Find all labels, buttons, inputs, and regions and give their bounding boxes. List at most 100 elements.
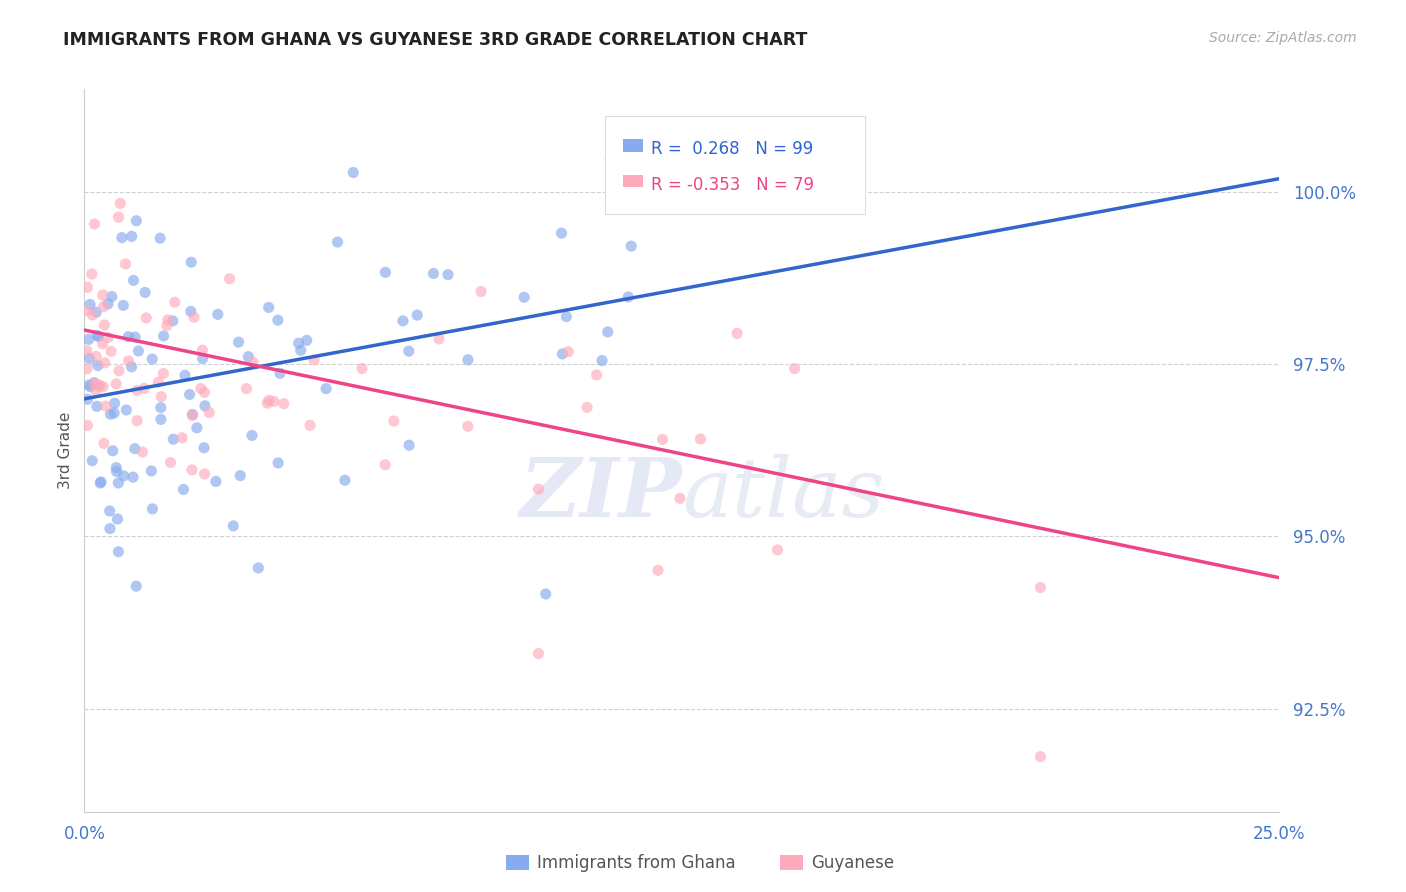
Point	[141, 464, 163, 478]
Point	[766, 542, 789, 557]
Point	[124, 442, 146, 456]
Point	[76, 418, 98, 433]
Point	[110, 196, 132, 211]
Point	[235, 382, 257, 396]
Point	[89, 378, 111, 392]
Point	[273, 397, 295, 411]
Point	[1029, 749, 1052, 764]
Text: R =  0.268   N = 99: R = 0.268 N = 99	[651, 140, 813, 158]
Point	[79, 379, 101, 393]
Point	[437, 268, 460, 282]
Point	[551, 347, 574, 361]
Point	[76, 343, 98, 358]
Point	[374, 265, 396, 279]
Point	[87, 359, 110, 373]
Point	[103, 396, 125, 410]
Text: Immigrants from Ghana: Immigrants from Ghana	[537, 854, 735, 871]
Point	[170, 431, 193, 445]
Point	[193, 441, 215, 455]
Point	[141, 351, 163, 366]
Point	[83, 217, 105, 231]
Point	[183, 310, 205, 325]
Point	[651, 433, 673, 447]
Point	[149, 401, 172, 415]
Point	[191, 343, 214, 358]
Point	[257, 301, 280, 315]
Point	[97, 297, 120, 311]
Point	[77, 332, 100, 346]
Point	[194, 399, 217, 413]
Point	[117, 329, 139, 343]
Point	[315, 382, 337, 396]
Point	[105, 376, 128, 391]
Point	[222, 519, 245, 533]
Point	[89, 476, 111, 491]
Point	[82, 308, 104, 322]
Point	[527, 482, 550, 496]
Point	[80, 267, 103, 281]
Point	[1029, 581, 1052, 595]
Point	[257, 393, 280, 408]
Point	[263, 394, 285, 409]
Point	[125, 414, 148, 428]
Point	[228, 335, 250, 350]
Point	[295, 334, 318, 348]
Point	[290, 343, 312, 358]
Point	[79, 351, 101, 366]
Point	[97, 330, 120, 344]
Point	[76, 303, 98, 318]
Text: atlas: atlas	[682, 454, 884, 533]
Point	[103, 406, 125, 420]
Point	[94, 356, 117, 370]
Text: Source: ZipAtlas.com: Source: ZipAtlas.com	[1209, 31, 1357, 45]
Point	[229, 468, 252, 483]
Point	[181, 463, 204, 477]
Point	[135, 310, 157, 325]
Point	[156, 318, 179, 333]
Point	[76, 361, 98, 376]
Point	[101, 443, 124, 458]
Point	[150, 390, 173, 404]
Point	[457, 352, 479, 367]
Point	[180, 304, 202, 318]
Point	[107, 211, 129, 225]
Point	[422, 267, 444, 281]
Point	[90, 475, 112, 489]
Point	[783, 361, 806, 376]
Point	[205, 475, 228, 489]
Point	[83, 376, 105, 391]
Point	[256, 396, 278, 410]
Point	[198, 406, 221, 420]
Point	[647, 563, 669, 577]
Point	[689, 432, 711, 446]
Point	[181, 408, 204, 422]
Point	[94, 399, 117, 413]
Point	[669, 491, 692, 506]
Point	[269, 367, 291, 381]
Point	[149, 231, 172, 245]
Point	[174, 368, 197, 383]
Point	[398, 344, 420, 359]
Point	[107, 545, 129, 559]
Text: Guyanese: Guyanese	[811, 854, 894, 871]
Point	[620, 239, 643, 253]
Point	[599, 151, 621, 165]
Point	[238, 350, 260, 364]
Point	[527, 647, 550, 661]
Point	[100, 344, 122, 359]
Point	[557, 344, 579, 359]
Point	[93, 300, 115, 314]
Point	[333, 473, 356, 487]
Point	[125, 579, 148, 593]
Point	[725, 326, 748, 341]
Point	[107, 512, 129, 526]
Point	[179, 387, 201, 401]
Point	[193, 385, 215, 400]
Point	[127, 343, 149, 358]
Point	[148, 376, 170, 390]
Point	[76, 392, 98, 407]
Point	[534, 587, 557, 601]
Point	[149, 412, 172, 426]
Point	[87, 329, 110, 343]
Point	[91, 288, 114, 302]
